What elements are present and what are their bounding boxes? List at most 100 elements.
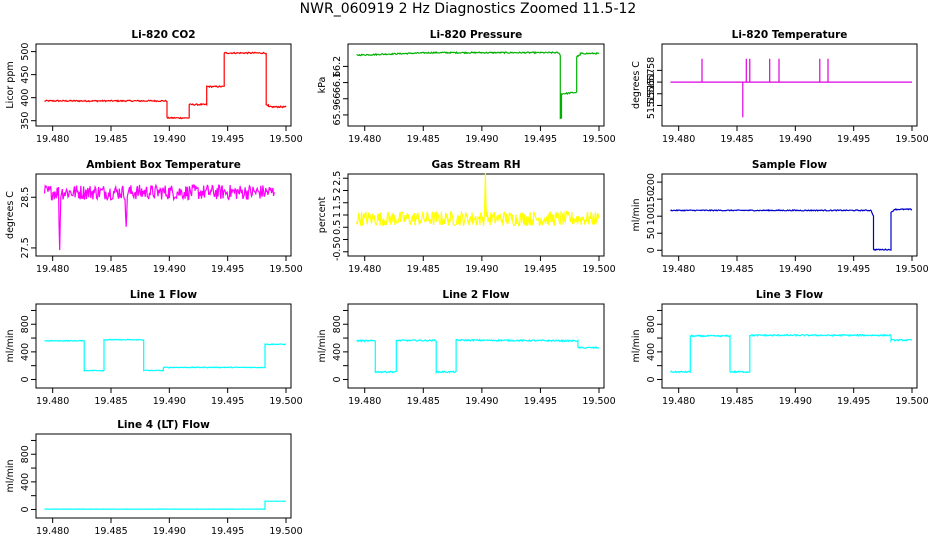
plot-frame: [661, 43, 918, 127]
plot-frame: [35, 433, 292, 519]
y-tick-label: 0: [332, 236, 343, 242]
y-tick-label: 400: [20, 473, 31, 491]
x-tick-label: 19.500: [582, 396, 615, 407]
y-tick-label: 27.5: [20, 237, 31, 258]
x-tick-label: 19.480: [348, 396, 381, 407]
x-tick-label: 19.500: [895, 264, 928, 275]
y-tick-label: 800: [20, 315, 31, 333]
x-tick-label: 19.480: [662, 396, 695, 407]
x-tick-label: 19.490: [465, 396, 498, 407]
x-tick-label: 19.480: [36, 526, 69, 537]
y-tick-label: 450: [20, 66, 31, 84]
y-tick-label: 400: [20, 343, 31, 361]
plot-frame: [661, 303, 918, 389]
x-tick-label: 19.485: [720, 396, 753, 407]
x-tick-label: 19.500: [269, 526, 302, 537]
y-tick-label: 100: [646, 207, 657, 225]
y-tick-label: 66: [332, 93, 343, 105]
x-tick-label: 19.495: [211, 396, 244, 407]
panel-title: Line 4 (LT) Flow: [117, 419, 210, 431]
y-tick-label: 66.1: [332, 72, 343, 93]
x-tick-label: 19.500: [269, 134, 302, 145]
x-tick-label: 19.495: [837, 134, 870, 145]
series-line: [44, 500, 287, 510]
x-tick-label: 19.480: [662, 264, 695, 275]
x-tick-label: 19.485: [407, 134, 440, 145]
x-tick-label: 19.495: [524, 134, 557, 145]
plot-frame: [661, 173, 918, 257]
series-line: [669, 333, 913, 374]
x-tick-label: 19.485: [94, 526, 127, 537]
x-tick-label: 19.500: [895, 134, 928, 145]
series-line: [670, 208, 913, 252]
y-tick-label: 0: [646, 376, 657, 382]
series-line: [44, 51, 287, 120]
y-tick-label: 400: [20, 89, 31, 107]
x-tick-label: 19.490: [465, 134, 498, 145]
panel-title: Li-820 CO2: [131, 29, 195, 41]
panel-8: Line 2 Flow 19.480 19.485 19.490 19.495 19.50…: [317, 289, 616, 407]
plot-frame: [347, 303, 605, 389]
y-tick-label: 800: [20, 445, 31, 463]
panel-title: Gas Stream RH: [431, 159, 520, 171]
y-tick-label: 150: [646, 190, 657, 208]
y-tick-label: 350: [20, 112, 31, 130]
y-tick-label: 0: [20, 376, 31, 382]
y-tick-label: 28.5: [20, 187, 31, 208]
y-axis-label: degrees C: [631, 61, 642, 109]
panel-title: Li-820 Temperature: [732, 29, 848, 41]
y-tick-label: -0.5: [332, 243, 343, 262]
y-tick-label: 0.5: [332, 220, 343, 235]
x-tick-label: 19.495: [524, 264, 557, 275]
y-tick-label: 51.57: [646, 68, 657, 95]
y-tick-label: 500: [20, 43, 31, 61]
y-axis-label: kPa: [317, 77, 328, 94]
y-tick-label: 1: [332, 212, 343, 218]
x-tick-label: 19.500: [582, 134, 615, 145]
x-tick-label: 19.500: [895, 396, 928, 407]
panel-5: Gas Stream RH 19.480 19.485 19.490 19.495 19.…: [317, 159, 616, 275]
y-tick-label: 400: [332, 343, 343, 361]
panel-title: Ambient Box Temperature: [86, 159, 241, 171]
x-tick-label: 19.495: [837, 264, 870, 275]
x-tick-label: 19.480: [36, 264, 69, 275]
panel-6: Sample Flow 19.480 19.485 19.490 19.495 19.50…: [631, 159, 929, 275]
x-tick-label: 19.480: [662, 134, 695, 145]
y-tick-label: 0: [332, 376, 343, 382]
x-tick-label: 19.480: [36, 134, 69, 145]
y-tick-label: 66.2: [332, 56, 343, 77]
x-tick-label: 19.480: [36, 396, 69, 407]
x-tick-label: 19.485: [407, 264, 440, 275]
x-tick-label: 19.480: [348, 134, 381, 145]
plot-frame: [35, 173, 292, 257]
x-tick-label: 19.490: [779, 264, 812, 275]
x-tick-label: 19.490: [153, 264, 186, 275]
y-axis-label: Licor ppm: [5, 61, 16, 108]
y-axis-label: ml/min: [631, 329, 642, 362]
x-tick-label: 19.485: [94, 396, 127, 407]
y-tick-label: 2: [332, 187, 343, 193]
series-line: [44, 338, 287, 372]
panel-3: Li-820 Temperature 19.480 19.485 19.490 19.4…: [631, 29, 929, 145]
series-line: [356, 338, 600, 375]
plot-frame: [347, 43, 605, 127]
panel-title: Sample Flow: [752, 159, 827, 171]
y-axis-label: ml/min: [631, 198, 642, 231]
x-tick-label: 19.485: [94, 264, 127, 275]
panel-9: Line 3 Flow 19.480 19.485 19.490 19.495 19.50…: [631, 289, 929, 407]
panel-10: Line 4 (LT) Flow 19.480 19.485 19.490 19.495…: [5, 419, 303, 537]
x-tick-label: 19.490: [779, 396, 812, 407]
x-tick-label: 19.485: [720, 134, 753, 145]
panel-1: Li-820 CO2 19.480 19.485 19.490 19.495 19.500…: [5, 29, 303, 145]
y-tick-label: 2.5: [332, 171, 343, 186]
y-axis-label: ml/min: [5, 459, 16, 492]
x-tick-label: 19.495: [211, 526, 244, 537]
x-tick-label: 19.495: [524, 396, 557, 407]
y-axis-label: ml/min: [5, 329, 16, 362]
x-tick-label: 19.500: [269, 396, 302, 407]
panel-title: Line 2 Flow: [442, 289, 509, 301]
x-tick-label: 19.490: [465, 264, 498, 275]
y-axis-label: degrees C: [5, 191, 16, 239]
y-tick-label: 1.5: [332, 195, 343, 210]
x-tick-label: 19.495: [211, 264, 244, 275]
